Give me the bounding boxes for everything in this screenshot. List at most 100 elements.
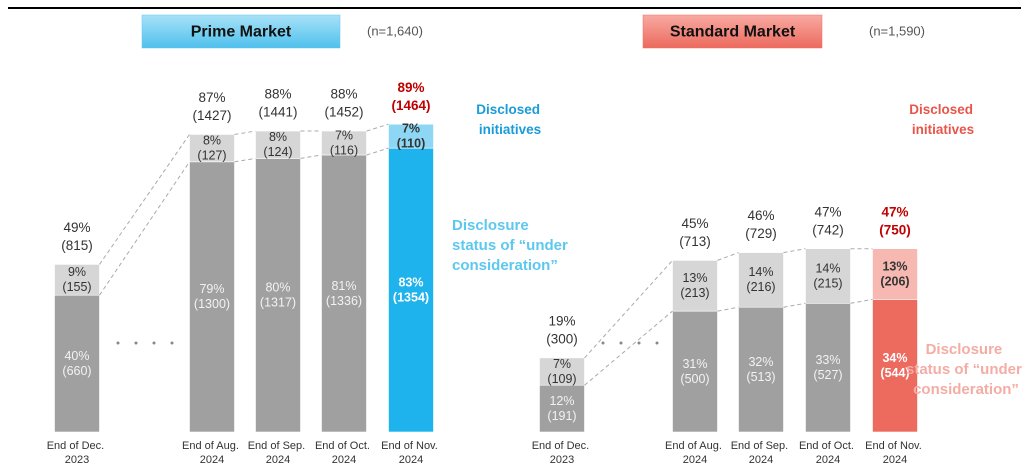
connector [584, 310, 673, 386]
bar-segment [539, 384, 585, 433]
x-tick-label: End of Dec. 2023 [532, 440, 593, 463]
segment-percent: 7% [553, 357, 571, 371]
total-count: (1464) [391, 98, 430, 113]
segment-percent: 31% [682, 357, 707, 371]
total-count: (1427) [192, 108, 231, 123]
ellipsis-dot [152, 341, 156, 345]
segment-count: (213) [680, 286, 709, 300]
chart-subtitle: (n=1,640) [367, 23, 423, 38]
bar-segment [805, 248, 851, 304]
chart-subtitle: (n=1,590) [869, 23, 925, 38]
x-tick-label: End of Sep. 2024 [248, 440, 309, 463]
segment-count: (127) [197, 148, 226, 162]
segment-percent: 32% [748, 355, 773, 369]
total-count: (742) [812, 222, 844, 237]
bar-segment [189, 134, 235, 163]
total-count: (713) [679, 234, 711, 249]
segment-percent: 13% [882, 259, 907, 273]
segment-percent: 80% [265, 280, 290, 294]
bar-segment [321, 154, 367, 433]
segment-count: (660) [62, 364, 91, 378]
legend-label: Disclosure status of “under consideratio… [452, 217, 572, 274]
x-tick-label: End of Dec. 2023 [47, 440, 108, 463]
title-box [141, 14, 341, 49]
total-percent: 19% [548, 313, 575, 328]
segment-percent: 79% [199, 282, 224, 296]
bar-segment [54, 264, 100, 296]
segment-percent: 83% [398, 275, 423, 289]
x-tick-label: End of Nov. 2024 [865, 440, 925, 463]
connector [366, 123, 389, 132]
bar-segment [388, 147, 434, 433]
ellipsis-dot [116, 341, 120, 345]
connector [717, 252, 739, 261]
bar-segment [805, 302, 851, 433]
segment-count: (1336) [326, 294, 362, 308]
total-percent: 89% [397, 80, 424, 95]
segment-count: (1300) [194, 297, 230, 311]
x-tick-label: End of Nov. 2024 [381, 440, 441, 463]
total-percent: 45% [681, 216, 708, 231]
segment-percent: 33% [815, 353, 840, 367]
total-count: (1452) [324, 105, 363, 120]
connector [783, 302, 806, 308]
bar-segment [672, 260, 718, 312]
ellipsis-dot [619, 341, 623, 345]
connector [234, 130, 256, 135]
ellipsis-dot [601, 341, 605, 345]
segment-count: (116) [330, 143, 358, 157]
x-tick-label: End of Sep. 2024 [731, 440, 792, 463]
ellipsis-dot [655, 341, 659, 345]
title-box [642, 14, 823, 49]
connector [584, 260, 673, 359]
segment-percent: 13% [682, 271, 707, 285]
segment-count: (1354) [393, 290, 429, 304]
segment-percent: 7% [335, 128, 353, 142]
segment-percent: 14% [815, 261, 840, 275]
bar-segment [539, 357, 585, 386]
segment-percent: 9% [68, 265, 86, 279]
ellipsis-dot [134, 341, 138, 345]
bar-segment [672, 310, 718, 433]
segment-count: (109) [547, 372, 576, 386]
bar-segment [321, 130, 367, 156]
segment-count: (206) [880, 274, 909, 288]
bar-segment [738, 306, 784, 433]
bar-segment [54, 294, 100, 433]
total-count: (729) [745, 226, 777, 241]
segment-count: (124) [263, 145, 292, 159]
connector [300, 154, 322, 159]
segment-count: (110) [397, 136, 426, 150]
bar-segment [255, 130, 301, 159]
total-percent: 46% [747, 208, 774, 223]
total-count: (750) [879, 222, 911, 237]
segment-count: (1317) [260, 295, 296, 309]
connector [850, 298, 873, 304]
segment-count: (513) [746, 370, 775, 384]
segment-count: (216) [746, 280, 775, 294]
legend-label: Disclosed initiatives [476, 102, 544, 137]
connector [234, 157, 256, 163]
total-percent: 49% [63, 220, 90, 235]
x-tick-label: End of Oct. 2024 [799, 440, 857, 463]
x-tick-label: End of Aug. 2024 [665, 440, 725, 463]
x-tick-label: End of Oct. 2024 [315, 440, 373, 463]
segment-count: (500) [680, 372, 709, 386]
connector [783, 248, 806, 254]
legend-label: Disclosed initiatives [909, 102, 977, 137]
total-percent: 87% [198, 90, 225, 105]
segment-percent: 34% [882, 351, 907, 365]
x-tick-label: End of Aug. 2024 [182, 440, 242, 463]
total-percent: 47% [814, 204, 841, 219]
segment-percent: 40% [64, 349, 89, 363]
bar-segment [872, 299, 918, 433]
segment-percent: 8% [269, 130, 287, 144]
bar-segment [738, 252, 784, 308]
total-count: (815) [61, 238, 93, 253]
total-percent: 47% [881, 204, 908, 219]
total-percent: 88% [330, 87, 357, 102]
segment-count: (215) [813, 276, 842, 290]
connector [99, 161, 190, 296]
